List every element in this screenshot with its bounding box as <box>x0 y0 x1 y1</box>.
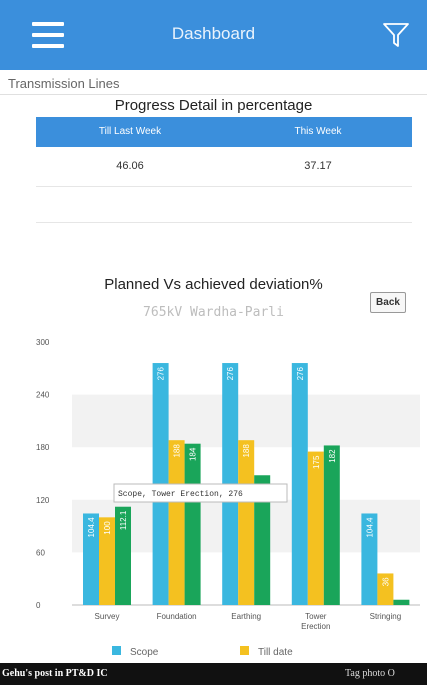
chart-tooltip-text: Scope, Tower Erection, 276 <box>118 490 243 499</box>
y-tick-label: 300 <box>36 338 50 347</box>
x-tick-label: Earthing <box>231 612 261 621</box>
y-tick-label: 180 <box>36 443 50 452</box>
menu-icon[interactable] <box>32 22 64 48</box>
bar-value-label: 276 <box>226 367 235 381</box>
bar-value-label: 104.4 <box>87 517 96 538</box>
x-tick-label: Stringing <box>370 612 402 621</box>
bar-till-date <box>377 573 394 605</box>
bar-value-label: 188 <box>242 444 251 458</box>
x-tick-label: Survey <box>95 612 120 621</box>
plot-band <box>72 394 420 448</box>
value-last-week: 46.06 <box>116 160 144 172</box>
bar-scope <box>361 513 378 605</box>
bar-till-date <box>168 440 185 605</box>
y-tick-label: 120 <box>36 496 50 505</box>
bar-series-3 <box>184 443 201 605</box>
bar-value-label: 112.1 <box>119 510 128 530</box>
x-tick-label: Foundation <box>157 612 197 621</box>
bar-till-date <box>99 517 115 605</box>
bar-value-label: 182 <box>328 449 337 463</box>
col-header-this-week: This Week <box>294 126 342 137</box>
col-header-last-week: Till Last Week <box>98 126 162 137</box>
app-header: Dashboard <box>0 0 427 70</box>
legend-label: Scope <box>130 647 159 658</box>
bar-till-date <box>238 440 255 605</box>
bar-scope <box>291 363 308 605</box>
y-tick-label: 0 <box>36 601 41 610</box>
bar-value-label: 276 <box>296 367 305 381</box>
progress-table-header: Till Last Week This Week <box>36 117 412 147</box>
tag-photo-link[interactable]: Tag photo O <box>345 668 395 679</box>
bar-till-date <box>307 451 324 605</box>
bar-series-3 <box>254 475 271 605</box>
chart-title: Planned Vs achieved deviation% <box>104 276 323 293</box>
y-tick-label: 240 <box>36 391 50 400</box>
y-tick-label: 60 <box>36 548 45 557</box>
legend-swatch <box>112 646 121 655</box>
bar-series-3 <box>323 445 340 605</box>
breadcrumb-label: Transmission Lines <box>8 76 120 91</box>
value-this-week: 37.17 <box>304 160 332 172</box>
legend-swatch <box>240 646 249 655</box>
bar-value-label: 188 <box>173 444 182 458</box>
section-breadcrumb: Transmission Lines <box>0 70 427 95</box>
page-title: Dashboard <box>171 24 256 43</box>
bar-scope <box>83 513 99 605</box>
chart-subtitle: 765kV Wardha-Parli <box>143 305 284 320</box>
deviation-bar-chart: 0 60 120 180 240 300 104.4 100 112.1 Survey 276 188… <box>36 338 420 658</box>
bar-value-label: 100 <box>103 521 112 535</box>
table-row-empty <box>36 187 412 223</box>
x-tick-label: Erection <box>301 622 330 631</box>
table-row: 46.06 37.17 <box>36 147 412 187</box>
bar-series-3 <box>115 506 131 605</box>
legend-label: Till date <box>258 647 293 658</box>
back-button[interactable]: Back <box>370 292 406 313</box>
bar-value-label: 175 <box>312 455 321 469</box>
bottom-overlay-bar: Gehu's post in PT&D IC Tag photo O <box>0 663 427 685</box>
x-tick-label: Tower <box>305 612 327 621</box>
progress-title: Progress Detail in percentage <box>114 97 313 114</box>
chart-tooltip <box>113 483 288 503</box>
bar-value-label: 184 <box>189 447 198 461</box>
bar-value-label: 36 <box>381 577 390 586</box>
post-caption: Gehu's post in PT&D IC <box>2 668 108 679</box>
bar-series-3 <box>393 599 410 605</box>
bar-value-label: 276 <box>157 367 166 381</box>
bar-value-label: 104.4 <box>365 517 374 538</box>
filter-icon[interactable] <box>382 21 410 49</box>
progress-table: Till Last Week This Week 46.06 37.17 <box>36 117 412 223</box>
